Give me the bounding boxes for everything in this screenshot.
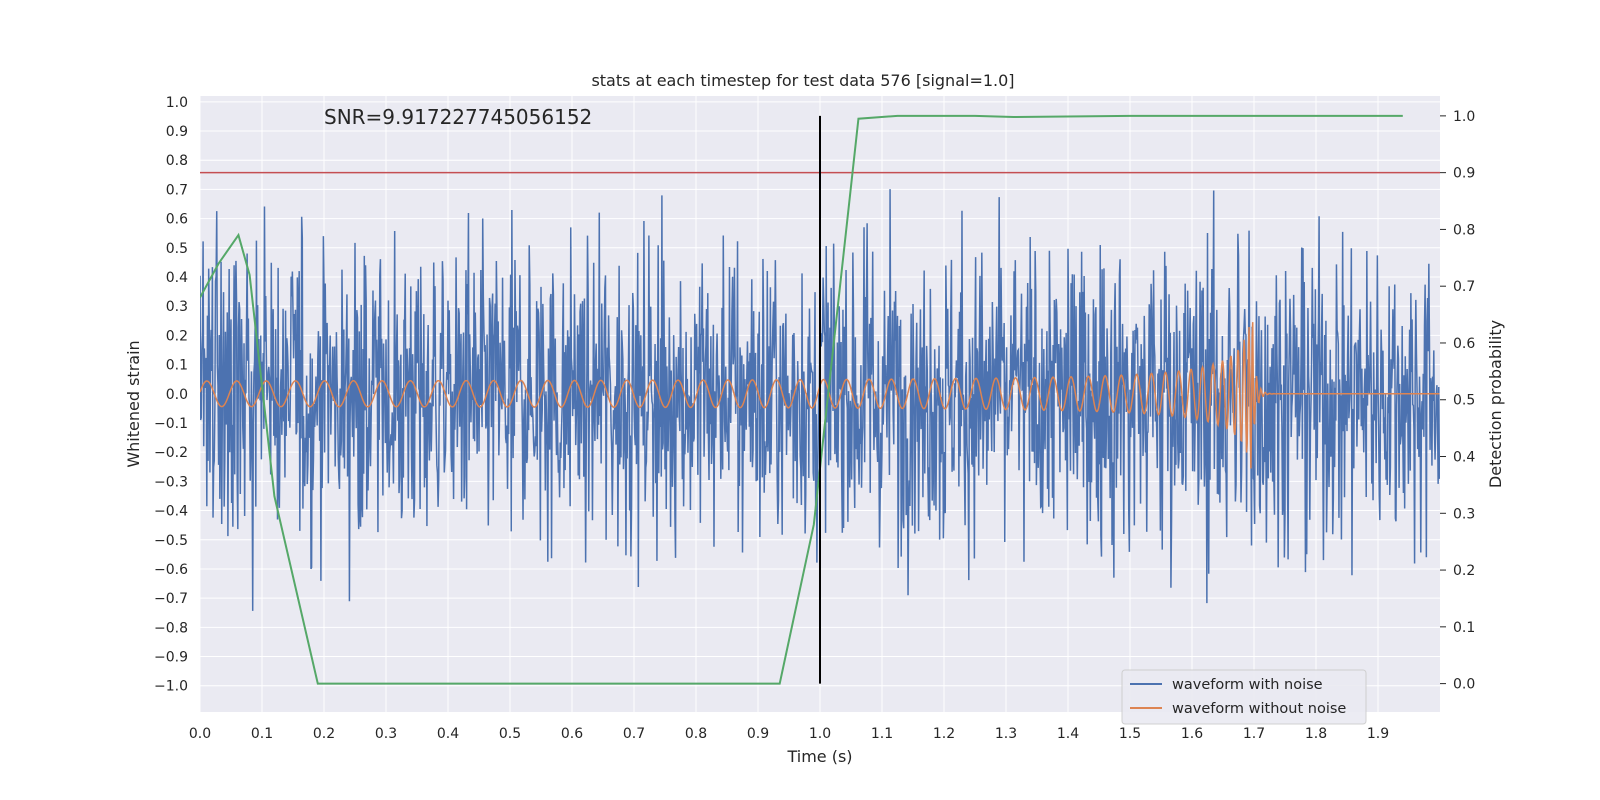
legend: waveform with noise waveform without noi… xyxy=(1121,669,1367,725)
y-left-tick-label: −0.3 xyxy=(154,474,188,490)
snr-annotation: SNR=9.917227745056152 xyxy=(324,105,592,129)
x-tick-label: 0.5 xyxy=(499,726,521,742)
y-axis-right-ticks: 1.0 0.9 0.8 0.7 0.6 0.5 0.4 0.3 0.2 0.1 0.0 xyxy=(1440,109,1475,693)
y-left-tick-label: 1.0 xyxy=(166,95,188,111)
y-left-tick-label: 0.3 xyxy=(166,299,188,315)
y-right-tick-label: 0.1 xyxy=(1453,620,1475,636)
y-left-tick-label: 0.0 xyxy=(166,387,188,403)
x-tick-label: 0.2 xyxy=(313,726,335,742)
y-left-tick-label: 0.6 xyxy=(166,212,188,228)
y-left-tick-label: 0.4 xyxy=(166,270,188,286)
y-right-tick-label: 0.3 xyxy=(1453,506,1475,522)
x-tick-label: 1.6 xyxy=(1181,726,1203,742)
x-axis-label: Time (s) xyxy=(786,747,852,766)
x-tick-label: 0.8 xyxy=(685,726,707,742)
x-tick-label: 0.0 xyxy=(189,726,211,742)
x-tick-label: 1.3 xyxy=(995,726,1017,742)
x-tick-label: 0.3 xyxy=(375,726,397,742)
y-left-tick-label: −1.0 xyxy=(154,679,188,695)
legend-box xyxy=(1121,669,1367,725)
y-right-tick-label: 0.9 xyxy=(1453,166,1475,182)
legend-label-waveform-with-noise: waveform with noise xyxy=(1172,677,1323,693)
y-left-tick-label: 0.8 xyxy=(166,153,188,169)
plot-series xyxy=(200,114,1440,685)
x-tick-label: 1.2 xyxy=(933,726,955,742)
x-tick-label: 1.5 xyxy=(1119,726,1141,742)
y-right-tick-label: 0.7 xyxy=(1453,279,1475,295)
y-left-tick-label: −0.2 xyxy=(154,445,188,461)
x-tick-label: 0.9 xyxy=(747,726,769,742)
y-left-tick-label: −0.5 xyxy=(154,533,188,549)
x-tick-label: 1.8 xyxy=(1305,726,1327,742)
x-axis-ticks: 0.0 0.1 0.2 0.3 0.4 0.5 0.6 0.7 0.8 0.9 1.0 1.1 1.2 1… xyxy=(189,726,1389,742)
y-axis-right-label: Detection probability xyxy=(1486,320,1505,488)
x-tick-label: 0.1 xyxy=(251,726,273,742)
y-left-tick-label: −0.1 xyxy=(154,416,188,432)
y-left-tick-label: 0.9 xyxy=(166,124,188,140)
y-axis-left-label: Whitened strain xyxy=(124,340,143,467)
y-left-tick-label: −0.4 xyxy=(154,504,188,520)
x-tick-label: 0.6 xyxy=(561,726,583,742)
y-axis-left-ticks: 1.0 0.9 0.8 0.7 0.6 0.5 0.4 0.3 0.2 0.1 0.0 −0.1 −0.… xyxy=(154,95,188,695)
y-left-tick-label: −0.8 xyxy=(154,620,188,636)
x-tick-label: 1.0 xyxy=(809,726,831,742)
y-right-tick-label: 1.0 xyxy=(1453,109,1475,125)
x-tick-label: 1.1 xyxy=(871,726,893,742)
y-left-tick-label: −0.6 xyxy=(154,562,188,578)
legend-label-waveform-without-noise: waveform without noise xyxy=(1172,701,1346,717)
series-line-detection-probability xyxy=(200,114,1403,685)
y-left-tick-label: 0.5 xyxy=(166,241,188,257)
y-left-tick-label: −0.7 xyxy=(154,591,188,607)
y-right-tick-label: 0.4 xyxy=(1453,450,1475,466)
x-tick-label: 1.9 xyxy=(1367,726,1389,742)
y-left-tick-label: −0.9 xyxy=(154,650,188,666)
x-tick-label: 0.7 xyxy=(623,726,645,742)
x-tick-label: 1.4 xyxy=(1057,726,1079,742)
y-right-tick-label: 0.8 xyxy=(1453,222,1475,238)
x-tick-label: 0.4 xyxy=(437,726,459,742)
y-left-tick-label: 0.7 xyxy=(166,182,188,198)
y-right-tick-label: 0.2 xyxy=(1453,563,1475,579)
chart-title: stats at each timestep for test data 576… xyxy=(591,71,1014,90)
y-right-tick-label: 0.0 xyxy=(1453,677,1475,693)
y-left-tick-label: 0.1 xyxy=(166,358,188,374)
y-left-tick-label: 0.2 xyxy=(166,328,188,344)
x-tick-label: 1.7 xyxy=(1243,726,1265,742)
y-right-tick-label: 0.6 xyxy=(1453,336,1475,352)
y-right-tick-label: 0.5 xyxy=(1453,393,1475,409)
